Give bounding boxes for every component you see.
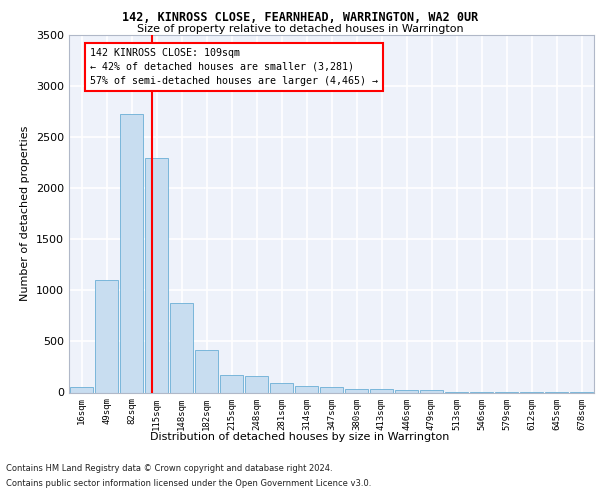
Bar xyxy=(419,390,443,392)
Bar xyxy=(395,390,418,392)
Bar xyxy=(220,375,244,392)
Text: Distribution of detached houses by size in Warrington: Distribution of detached houses by size … xyxy=(151,432,449,442)
Bar xyxy=(269,384,293,392)
Text: 142 KINROSS CLOSE: 109sqm
← 42% of detached houses are smaller (3,281)
57% of se: 142 KINROSS CLOSE: 109sqm ← 42% of detac… xyxy=(90,48,378,86)
Bar xyxy=(194,350,218,393)
Text: Size of property relative to detached houses in Warrington: Size of property relative to detached ho… xyxy=(137,24,463,34)
Bar xyxy=(344,390,368,392)
Bar xyxy=(320,387,343,392)
Bar xyxy=(95,280,118,392)
Bar xyxy=(370,390,394,392)
Text: 142, KINROSS CLOSE, FEARNHEAD, WARRINGTON, WA2 0UR: 142, KINROSS CLOSE, FEARNHEAD, WARRINGTO… xyxy=(122,11,478,24)
Bar xyxy=(170,302,193,392)
Bar xyxy=(295,386,319,392)
Bar xyxy=(119,114,143,392)
Y-axis label: Number of detached properties: Number of detached properties xyxy=(20,126,31,302)
Bar xyxy=(145,158,169,392)
Bar xyxy=(70,388,94,392)
Bar xyxy=(245,376,268,392)
Text: Contains public sector information licensed under the Open Government Licence v3: Contains public sector information licen… xyxy=(6,479,371,488)
Text: Contains HM Land Registry data © Crown copyright and database right 2024.: Contains HM Land Registry data © Crown c… xyxy=(6,464,332,473)
